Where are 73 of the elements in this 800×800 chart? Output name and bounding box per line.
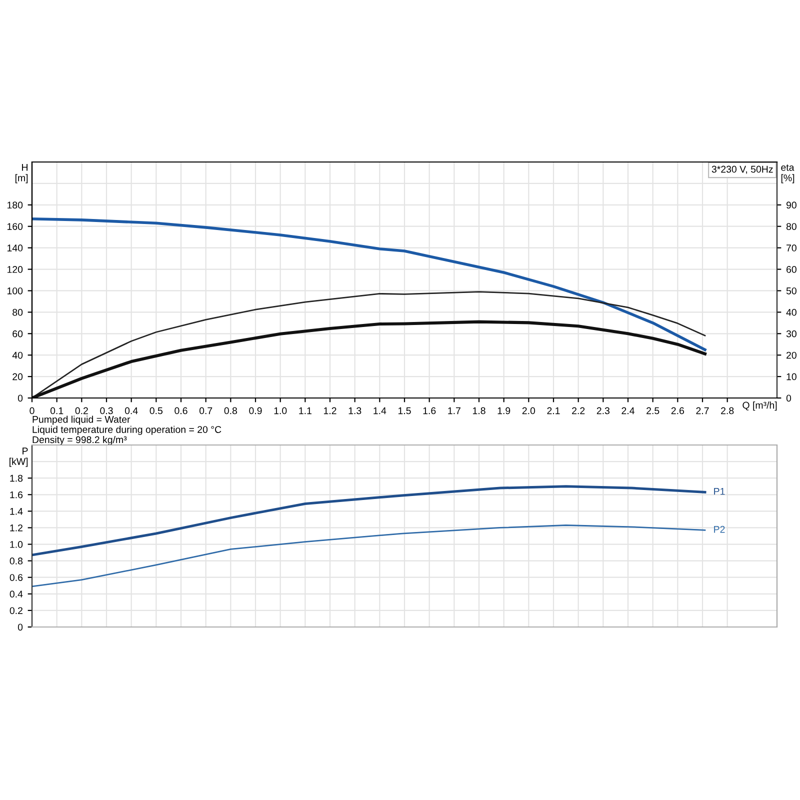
y-tick-label: 1.4 bbox=[10, 508, 23, 515]
y-tick-label: 0 bbox=[18, 394, 23, 402]
x-tick-label: 1.1 bbox=[299, 407, 312, 414]
x-tick-label: 2.4 bbox=[622, 407, 634, 414]
y-tick-label: 60 bbox=[12, 330, 23, 338]
line-series bbox=[32, 217, 706, 352]
x-tick-label: 1.0 bbox=[274, 407, 287, 414]
y-tick-label: 0.2 bbox=[10, 607, 22, 614]
y-axis-title: H [m] bbox=[15, 164, 28, 184]
x-tick-label: 2.5 bbox=[646, 407, 660, 414]
y-tick-label: 1.8 bbox=[10, 474, 23, 482]
x-axis-title: Q [m³/h] bbox=[742, 402, 777, 411]
line-series bbox=[32, 524, 706, 588]
text: Pumped liquid = Water bbox=[32, 416, 130, 425]
annotation: 3*230 V, 50Hz bbox=[712, 166, 773, 174]
y-tick-label: 180 bbox=[7, 202, 23, 209]
x-tick-label: 0.7 bbox=[199, 407, 212, 414]
y2-tick-label: 60 bbox=[786, 266, 796, 273]
y-tick-label: 1.6 bbox=[10, 491, 23, 498]
series-label: P1 bbox=[714, 488, 725, 495]
line-series bbox=[32, 320, 707, 398]
x-tick-label: 2.8 bbox=[721, 407, 734, 414]
y-tick-label: 20 bbox=[12, 373, 23, 380]
x-tick-label: 1.2 bbox=[324, 407, 336, 414]
x-tick-label: 1.9 bbox=[498, 407, 510, 414]
x-tick-label: 0.5 bbox=[150, 407, 163, 414]
y2-tick-label: 10 bbox=[786, 373, 796, 380]
y2-tick-label: 70 bbox=[786, 244, 796, 252]
y2-tick-label: 50 bbox=[786, 287, 796, 294]
y2-tick-label: 0 bbox=[786, 394, 792, 402]
x-tick-label: 2.2 bbox=[572, 407, 585, 414]
x-tick-label: 0.8 bbox=[224, 407, 237, 414]
annotation: Density = 998.2 kg/m³ bbox=[32, 436, 127, 446]
y-tick-label: 100 bbox=[7, 287, 23, 294]
x-tick-label: 0.1 bbox=[50, 407, 64, 414]
x-tick-label: 1.5 bbox=[398, 407, 411, 414]
y-tick-label: 0 bbox=[18, 624, 23, 631]
y-tick-label: 0.8 bbox=[10, 558, 23, 564]
y-tick-label: 1.2 bbox=[10, 524, 22, 532]
x-tick-label: 2.0 bbox=[522, 407, 536, 414]
y-tick-label: 40 bbox=[12, 352, 23, 359]
x-tick-label: 2.7 bbox=[696, 407, 709, 414]
y-axis-title: P [kW] bbox=[10, 448, 28, 467]
y2-tick-label: 90 bbox=[786, 202, 796, 209]
y-tick-label: 1.0 bbox=[10, 541, 23, 548]
x-tick-label: 2.6 bbox=[671, 407, 684, 414]
text: Liquid temperature during operation = 20 °C bbox=[32, 426, 222, 435]
x-tick-label: 1.6 bbox=[423, 407, 436, 414]
y-tick-label: 80 bbox=[12, 308, 23, 316]
x-tick-label: 2.1 bbox=[547, 407, 560, 414]
x-tick-label: 0.4 bbox=[124, 407, 138, 414]
x-tick-label: 0.3 bbox=[100, 407, 113, 414]
y2-tick-label: 40 bbox=[786, 308, 796, 316]
y2-tick-label: 20 bbox=[786, 352, 796, 359]
y2-tick-label: 30 bbox=[786, 330, 796, 338]
x-tick-label: 0.6 bbox=[174, 407, 188, 414]
x-tick-label: 0.9 bbox=[249, 407, 262, 414]
x-tick-label: 1.7 bbox=[448, 407, 460, 414]
line-series bbox=[32, 485, 706, 556]
x-tick-label: 0.2 bbox=[75, 407, 88, 414]
y-tick-label: 120 bbox=[7, 266, 23, 273]
y-tick-label: 140 bbox=[7, 244, 23, 252]
y-tick-label: 0.6 bbox=[10, 574, 23, 581]
y-tick-label: 160 bbox=[7, 223, 23, 230]
x-tick-label: 1.8 bbox=[472, 407, 486, 414]
y2-tick-label: 80 bbox=[786, 223, 796, 230]
y-tick-label: 0.4 bbox=[10, 590, 23, 598]
x-tick-label: 1.4 bbox=[374, 407, 386, 414]
x-tick-label: 0 bbox=[30, 407, 34, 414]
x-tick-label: 1.3 bbox=[348, 407, 362, 414]
x-tick-label: 2.3 bbox=[596, 407, 610, 414]
series-label: P2 bbox=[714, 526, 725, 533]
y2-axis-title: eta [%] bbox=[781, 164, 794, 184]
